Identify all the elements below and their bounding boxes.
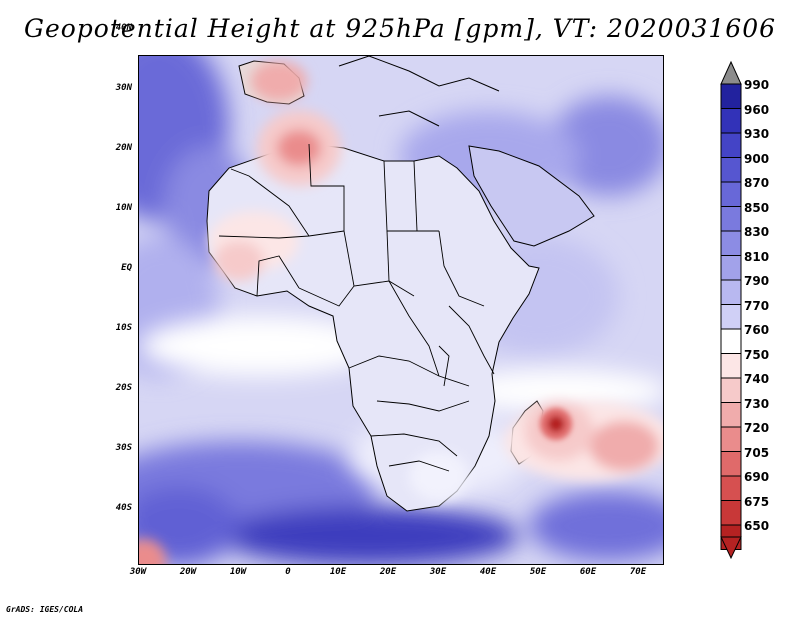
colorbar-cell (720, 451, 742, 477)
lat-label-eq: EQ (121, 263, 132, 273)
colorbar-cell (720, 353, 742, 379)
colorbar-label: 870 (744, 176, 770, 190)
lat-label-30s: 30S (115, 443, 132, 453)
colorbar-label: 930 (744, 127, 770, 141)
lon-label-30w: 30W (129, 567, 147, 577)
colorbar-cell (720, 181, 742, 207)
mediterranean-coast (338, 56, 500, 127)
colorbar-cell (720, 328, 742, 354)
lat-label-10n: 10N (115, 203, 132, 213)
lon-label-30e: 30E (429, 567, 447, 577)
colorbar-bottom-arrow (720, 536, 742, 560)
colorbar-cell (720, 132, 742, 158)
colorbar-cell (720, 500, 742, 526)
colorbar-cell (720, 230, 742, 256)
colorbar-cell (720, 402, 742, 428)
grads-credit: GrADS: IGES/COLA (6, 605, 84, 614)
lon-label-20e: 20E (379, 567, 397, 577)
lon-label-20w: 20W (179, 567, 197, 577)
country-borders (218, 143, 495, 472)
colorbar-cell (720, 206, 742, 232)
colorbar-cell (720, 426, 742, 452)
colorbar-label: 650 (744, 519, 770, 533)
colorbar-cell (720, 83, 742, 109)
map-canvas (139, 56, 663, 564)
lon-label-60e: 60E (579, 567, 597, 577)
colorbar-label: 760 (744, 323, 770, 337)
arabia-land (468, 145, 595, 247)
lon-label-70e: 70E (629, 567, 647, 577)
chart-title: Geopotential Height at 925hPa [gpm], VT:… (23, 14, 777, 43)
colorbar-label: 900 (744, 151, 770, 166)
colorbar-cell (720, 475, 742, 501)
colorbar-label: 730 (744, 396, 770, 411)
lat-label-20s: 20S (115, 383, 132, 393)
colorbar-label: 850 (744, 200, 770, 215)
lat-label-10s: 10S (115, 323, 132, 333)
colorbar-label: 790 (744, 274, 770, 288)
colorbar-top-arrow (720, 60, 742, 85)
colorbar-label: 740 (744, 372, 770, 386)
colorbar-label: 960 (744, 102, 770, 117)
colorbar-cell (720, 377, 742, 403)
colorbar-cells (720, 83, 742, 550)
colorbar-label: 705 (744, 445, 770, 460)
lat-label-40n: 40N (115, 23, 132, 33)
cyclone-center (540, 408, 572, 440)
colorbar-label: 675 (744, 494, 770, 509)
lon-label-10w: 10W (229, 567, 247, 577)
lat-label-40s: 40S (115, 503, 132, 513)
colorbar-label: 750 (744, 347, 770, 362)
colorbar-cell (720, 255, 742, 281)
colorbar-cell (720, 157, 742, 183)
lon-label-10e: 10E (329, 567, 347, 577)
colorbar (720, 60, 742, 560)
colorbar-cell (720, 108, 742, 134)
colorbar-label: 830 (744, 225, 770, 239)
colorbar-cell (720, 279, 742, 305)
colorbar-label: 720 (744, 421, 770, 435)
colorbar-label: 770 (744, 298, 770, 313)
lon-label-50e: 50E (529, 567, 547, 577)
lon-label-40e: 40E (479, 567, 497, 577)
colorbar-label: 690 (744, 470, 770, 484)
lon-label-0: 0 (285, 567, 291, 577)
map-panel (138, 55, 664, 565)
colorbar-cell (720, 304, 742, 330)
lat-label-20n: 20N (115, 143, 132, 153)
colorbar-label: 990 (744, 78, 770, 92)
lat-label-30n: 30N (115, 83, 132, 93)
colorbar-label: 810 (744, 249, 770, 264)
